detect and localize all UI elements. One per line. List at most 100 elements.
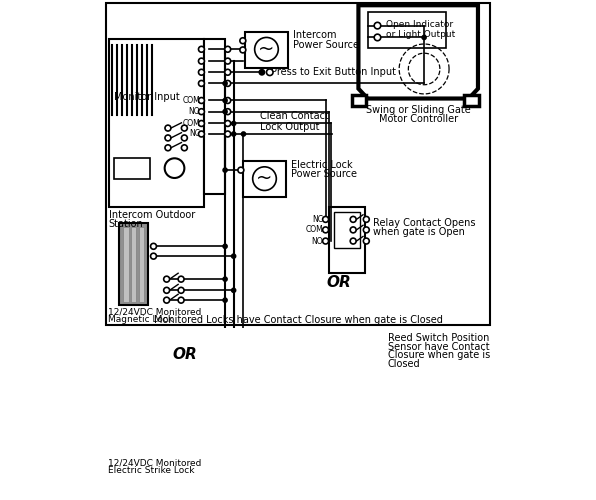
- Circle shape: [169, 434, 175, 440]
- Circle shape: [253, 167, 277, 190]
- Circle shape: [181, 135, 187, 141]
- Circle shape: [322, 238, 328, 244]
- Circle shape: [156, 388, 162, 394]
- Circle shape: [223, 168, 227, 172]
- Circle shape: [198, 98, 204, 103]
- Text: Power Source: Power Source: [291, 169, 357, 179]
- Circle shape: [240, 38, 246, 44]
- Circle shape: [364, 216, 370, 222]
- Circle shape: [225, 80, 231, 86]
- Circle shape: [198, 108, 204, 114]
- Circle shape: [178, 288, 184, 294]
- Circle shape: [164, 297, 170, 303]
- Circle shape: [223, 352, 227, 356]
- Text: NC: NC: [312, 215, 323, 224]
- Circle shape: [223, 110, 227, 114]
- Text: COM: COM: [182, 96, 200, 105]
- Bar: [123, 226, 129, 302]
- Circle shape: [240, 47, 246, 53]
- Circle shape: [232, 254, 235, 258]
- Bar: [114, 158, 150, 178]
- Circle shape: [115, 379, 122, 386]
- Circle shape: [322, 227, 328, 233]
- Text: Intercom Outdoor: Intercom Outdoor: [109, 210, 195, 220]
- Circle shape: [241, 132, 246, 136]
- Circle shape: [232, 122, 235, 126]
- Circle shape: [164, 158, 184, 178]
- Circle shape: [223, 98, 227, 102]
- Circle shape: [232, 288, 235, 292]
- Circle shape: [169, 414, 175, 420]
- Circle shape: [374, 22, 381, 29]
- Circle shape: [232, 389, 235, 393]
- Circle shape: [165, 135, 171, 141]
- Circle shape: [151, 253, 157, 259]
- Circle shape: [238, 167, 244, 173]
- Bar: [114, 374, 154, 456]
- Text: Motor Controller: Motor Controller: [378, 114, 458, 124]
- Circle shape: [232, 132, 235, 136]
- Circle shape: [374, 34, 381, 40]
- Circle shape: [223, 244, 227, 248]
- Text: 12/24VDC Monitored: 12/24VDC Monitored: [107, 458, 201, 468]
- Text: Sensor have Contact: Sensor have Contact: [388, 342, 489, 352]
- Circle shape: [151, 244, 157, 250]
- Bar: [139, 226, 144, 302]
- Bar: [464, 95, 479, 106]
- Text: Closure when gate is: Closure when gate is: [388, 350, 491, 360]
- Circle shape: [225, 120, 231, 126]
- Circle shape: [169, 424, 175, 430]
- Text: NO: NO: [311, 236, 323, 246]
- Circle shape: [223, 298, 227, 302]
- Circle shape: [198, 80, 204, 86]
- Text: Electric Strike Lock: Electric Strike Lock: [107, 466, 194, 475]
- Circle shape: [266, 69, 273, 75]
- Bar: [349, 335, 381, 388]
- Text: ~: ~: [258, 40, 275, 59]
- Circle shape: [232, 364, 235, 368]
- Circle shape: [329, 352, 335, 358]
- Text: Power Source: Power Source: [293, 40, 359, 50]
- Circle shape: [178, 297, 184, 303]
- Text: Magnetic Lock: Magnetic Lock: [107, 316, 173, 324]
- Circle shape: [198, 120, 204, 126]
- Bar: [244, 161, 286, 197]
- Bar: [135, 381, 143, 450]
- Bar: [368, 12, 446, 48]
- Circle shape: [225, 58, 231, 64]
- Text: OR: OR: [172, 347, 197, 362]
- Circle shape: [225, 131, 231, 137]
- Circle shape: [165, 145, 171, 150]
- Text: Lock Output: Lock Output: [260, 122, 319, 132]
- Circle shape: [223, 277, 227, 281]
- Bar: [352, 95, 367, 106]
- Text: Press to Exit Button Input: Press to Exit Button Input: [271, 68, 396, 78]
- Text: or Light Output: or Light Output: [386, 30, 455, 38]
- Circle shape: [165, 125, 171, 131]
- Circle shape: [198, 46, 204, 52]
- Text: Electric Lock: Electric Lock: [291, 160, 352, 170]
- Text: Reed Switch Position: Reed Switch Position: [388, 334, 489, 344]
- Text: Station: Station: [109, 219, 144, 229]
- Text: COM: COM: [305, 226, 323, 234]
- Text: NC: NC: [189, 130, 200, 138]
- Text: Monitor Input: Monitor Input: [114, 92, 180, 102]
- Circle shape: [115, 446, 122, 452]
- Text: Relay Contact Opens: Relay Contact Opens: [373, 218, 476, 228]
- Circle shape: [225, 108, 231, 114]
- Bar: [119, 224, 148, 306]
- Circle shape: [350, 216, 356, 222]
- Text: when gate is Open: when gate is Open: [373, 227, 465, 237]
- Circle shape: [181, 125, 187, 131]
- Circle shape: [364, 238, 370, 244]
- Text: Closed: Closed: [388, 359, 421, 369]
- Text: ~: ~: [256, 169, 273, 188]
- Text: Intercom: Intercom: [293, 30, 336, 40]
- Text: 12/24VDC Monitored: 12/24VDC Monitored: [107, 308, 201, 316]
- Polygon shape: [358, 6, 478, 98]
- Text: NO: NO: [188, 107, 200, 116]
- Bar: [204, 40, 225, 194]
- Circle shape: [254, 38, 278, 61]
- Circle shape: [156, 378, 162, 384]
- Circle shape: [259, 70, 265, 75]
